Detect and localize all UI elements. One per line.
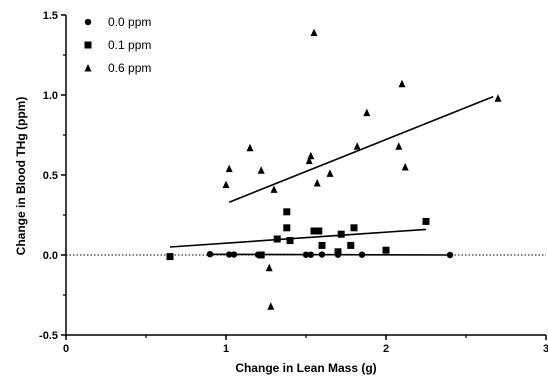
square-marker (310, 227, 318, 235)
square-marker (257, 251, 265, 259)
y-tick-label: 0.0 (43, 250, 58, 262)
triangle-marker (225, 164, 233, 173)
legend: 0.0 ppm 0.1 ppm 0.6 ppm (84, 15, 151, 75)
square-marker (166, 253, 174, 261)
triangle-marker (307, 151, 315, 160)
legend-circle-marker (84, 18, 92, 26)
triangle-marker (267, 302, 275, 310)
triangle-marker (494, 94, 502, 102)
y-tick-label: 0.5 (43, 170, 58, 182)
y-tick-label: 1.0 (43, 90, 58, 102)
legend-label: 0.6 ppm (108, 61, 151, 75)
fit-line-series-1 (169, 228, 427, 248)
legend-square-marker (84, 41, 92, 49)
triangle-marker (310, 28, 318, 37)
triangle-marker (246, 143, 254, 152)
circle-marker (358, 251, 366, 258)
x-tick-label: 0 (63, 343, 69, 355)
x-tick-label: 3 (543, 343, 548, 355)
square-marker (337, 230, 345, 238)
y-tick-label: 1.5 (43, 10, 58, 22)
legend-triangle-marker (84, 64, 92, 72)
square-marker (382, 246, 390, 254)
circle-marker (206, 251, 214, 258)
fit-line-series-2 (228, 95, 494, 203)
triangle-marker (401, 163, 409, 171)
x-tick-label: 2 (383, 343, 389, 355)
triangle-marker (395, 142, 403, 150)
square-marker (350, 224, 358, 232)
circle-marker (446, 251, 454, 259)
y-tick-label: -0.5 (39, 330, 58, 342)
circle-marker (318, 251, 326, 258)
legend-label: 0.0 ppm (108, 15, 151, 29)
triangle-marker (270, 185, 278, 193)
triangle-marker (363, 108, 371, 117)
y-axis-ticks: -0.5 0.0 0.5 1.0 1.5 (39, 10, 66, 342)
triangle-marker (257, 166, 265, 174)
square-marker (318, 241, 326, 249)
triangle-marker (305, 156, 313, 165)
triangle-marker (313, 179, 321, 187)
axes: 0 1 2 3 -0.5 0.0 0.5 1.0 1.5 (39, 10, 548, 355)
square-marker (283, 224, 291, 232)
triangle-marker (398, 79, 406, 88)
x-tick-label: 1 (223, 343, 229, 355)
circle-marker (307, 251, 314, 258)
legend-label: 0.1 ppm (108, 38, 151, 52)
triangle-marker (265, 263, 273, 272)
triangle-marker (353, 142, 361, 150)
square-marker (286, 237, 294, 245)
fit-lines (169, 95, 494, 256)
fit-line-series-0 (209, 253, 451, 256)
square-marker (283, 208, 291, 216)
circle-marker (226, 251, 233, 258)
circle-marker (302, 251, 310, 258)
square-marker (315, 227, 323, 235)
square-marker (347, 241, 355, 249)
square-marker (422, 217, 430, 225)
triangle-marker (222, 180, 230, 189)
data-markers (166, 28, 502, 310)
plot-area (66, 28, 546, 310)
y-axis-title: Change in Blood THg (ppm) (14, 97, 28, 256)
circle-marker (230, 251, 238, 258)
triangle-marker (326, 169, 334, 177)
square-marker (334, 248, 342, 256)
square-marker (273, 235, 281, 243)
x-axis-title: Change in Lean Mass (g) (235, 361, 376, 375)
x-axis-ticks: 0 1 2 3 (63, 335, 548, 355)
